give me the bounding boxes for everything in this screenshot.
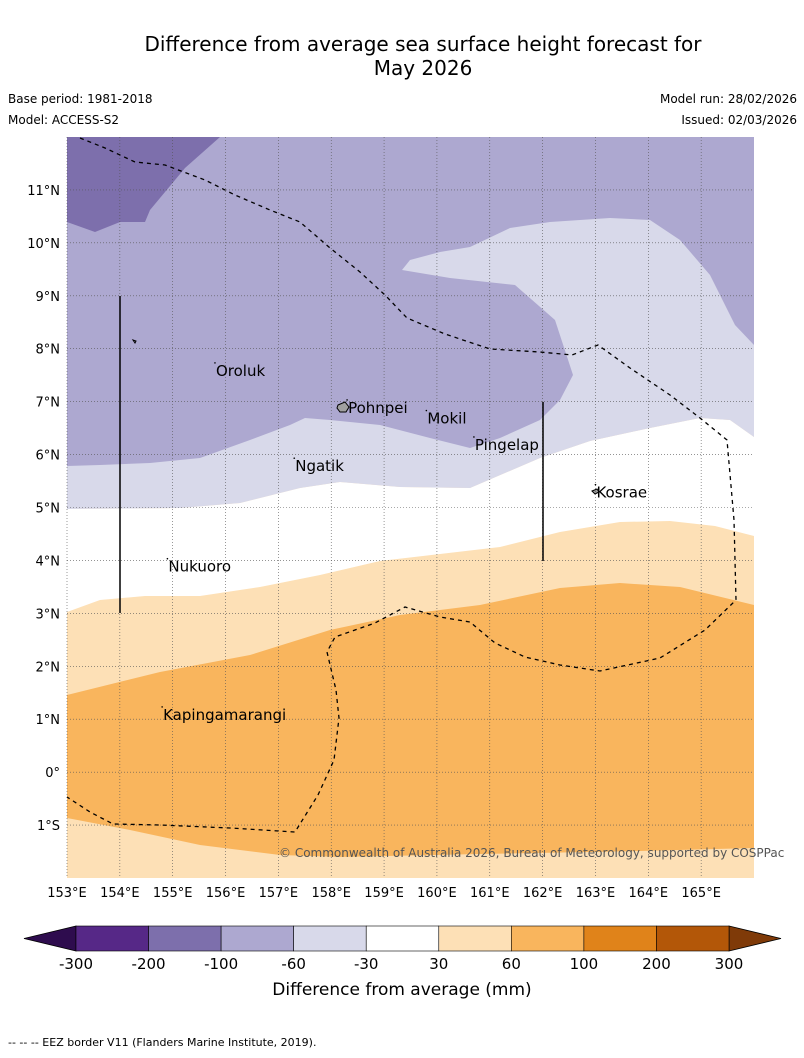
colorbar-tick-label: -100: [204, 955, 238, 973]
map-figure: Oroluk Pohnpei Mokil Pingelap Ngatik Kosrae Nu…: [23, 137, 784, 1000]
colorbar-tick-label: 200: [642, 955, 671, 973]
colorbar-under-arrow: [23, 925, 77, 952]
lat-tick-label: 3°N: [36, 607, 61, 622]
colorbar-over-arrow: [728, 925, 782, 952]
colorbar: -300 -200 -100 -60 -30 30 60 100 200 300 Differenc…: [23, 925, 782, 1000]
lon-tick-label: 163°E: [576, 886, 616, 901]
graticule: [66, 137, 754, 878]
lat-tick-label: 9°N: [36, 290, 61, 305]
colorbar-tick-label: 30: [429, 955, 448, 973]
lon-tick-label: 156°E: [206, 886, 246, 901]
lon-tick-label: 161°E: [470, 886, 510, 901]
eez-legend-note: -- -- -- EEZ border V11 (Flanders Marine…: [8, 1036, 317, 1049]
lon-tick-label: 159°E: [364, 886, 404, 901]
colorbar-segment: [293, 925, 367, 952]
copyright-notice: © Commonwealth of Australia 2026, Bureau…: [279, 846, 784, 860]
colorbar-tick-label: -300: [59, 955, 93, 973]
lat-tick-label: 4°N: [36, 554, 61, 569]
place-marker: [293, 457, 296, 459]
band-neg30-30: [67, 418, 754, 612]
lat-tick-label: 1°N: [36, 713, 61, 728]
lon-tick-label: 162°E: [523, 886, 563, 901]
lat-tick-label: 0°: [45, 766, 60, 781]
place-marker: [594, 483, 597, 486]
colorbar-segment: [656, 925, 730, 952]
colorbar-title: Difference from average (mm): [272, 980, 531, 1000]
lon-tick-label: 158°E: [311, 886, 351, 901]
lon-tick-label: 157°E: [259, 886, 299, 901]
place-label: Nukuoro: [168, 558, 231, 576]
place-label: Kapingamarangi: [163, 706, 286, 724]
place-label: Pingelap: [475, 436, 539, 454]
title-line-1: Difference from average sea surface heig…: [144, 32, 702, 56]
issued-date: Issued: 02/03/2026: [681, 113, 797, 127]
model-name: Model: ACCESS-S2: [8, 113, 120, 127]
place-label: Pohnpei: [348, 399, 408, 417]
place-marker: [161, 706, 163, 708]
lon-tick-label: 155°E: [153, 886, 193, 901]
lat-tick-label: 6°N: [36, 449, 61, 464]
lat-tick-label: 11°N: [27, 184, 60, 199]
model-run: Model run: 28/02/2026: [659, 92, 797, 106]
band-neg100-neg60: [67, 137, 754, 466]
chart-title: Difference from average sea surface heig…: [0, 32, 804, 80]
place-label: Kosrae: [596, 484, 647, 502]
place-label: Mokil: [427, 410, 466, 428]
colorbar-segment: [148, 925, 222, 952]
place-marker: [346, 399, 348, 401]
place-marker: [473, 436, 475, 438]
colorbar-tick-label: 300: [715, 955, 744, 973]
place-marker: [214, 362, 216, 364]
lon-tick-label: 165°E: [681, 886, 721, 901]
island-pohnpei: [336, 401, 350, 413]
place-marker: [166, 557, 169, 560]
eez-border: [66, 137, 737, 833]
contour-layer: [67, 137, 754, 878]
lat-tick-label: 10°N: [27, 237, 60, 252]
lat-tick-label: 1°S: [37, 819, 60, 834]
lat-tick-label: 7°N: [36, 396, 61, 411]
island-small: [131, 339, 137, 344]
place-label: Ngatik: [295, 457, 344, 475]
place-label: Oroluk: [216, 362, 265, 380]
colorbar-tick-label: -30: [354, 955, 379, 973]
colorbar-tick-label: -200: [132, 955, 166, 973]
map-plot-area: Oroluk Pohnpei Mokil Pingelap Ngatik Kosrae Nu…: [27, 137, 784, 901]
band-neg200-neg100: [67, 137, 220, 232]
lat-tick-label: 5°N: [36, 502, 61, 517]
colorbar-segment: [75, 925, 149, 952]
place-marker: [425, 409, 428, 412]
colorbar-segment: [511, 925, 585, 952]
axes: 11°N 10°N 9°N 8°N 7°N 6°N 5°N 4°N 3°N 2°N 1°N 0° 1°S…: [27, 184, 721, 901]
colorbar-tick-label: 100: [570, 955, 599, 973]
lon-tick-label: 164°E: [629, 886, 669, 901]
colorbar-segment: [583, 925, 657, 952]
place-labels: Oroluk Pohnpei Mokil Pingelap Ngatik Kosrae Nu…: [161, 362, 647, 724]
lat-tick-label: 8°N: [36, 343, 61, 358]
lon-tick-label: 154°E: [100, 886, 140, 901]
colorbar-tick-label: 60: [502, 955, 521, 973]
colorbar-segment: [438, 925, 512, 952]
base-period: Base period: 1981-2018: [8, 92, 153, 106]
colorbar-segment: [365, 925, 440, 952]
colorbar-tick-label: -60: [281, 955, 306, 973]
lat-tick-label: 2°N: [36, 660, 61, 675]
title-line-2: May 2026: [373, 56, 473, 80]
band-60-100: [67, 583, 754, 857]
lon-tick-label: 160°E: [417, 886, 457, 901]
colorbar-segment: [220, 925, 294, 952]
lon-tick-label: 153°E: [47, 886, 87, 901]
